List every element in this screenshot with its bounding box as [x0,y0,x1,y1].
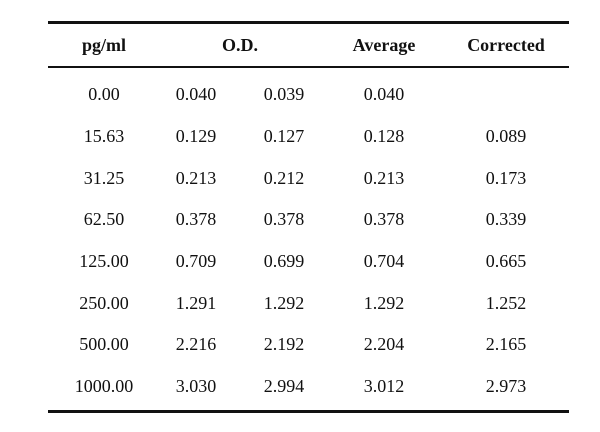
cell-average: 0.704 [363,251,405,272]
cell-od-1: 2.216 [175,334,217,355]
cell-corrected: 1.252 [485,292,527,313]
table-header-rule [48,66,569,68]
table-top-rule [48,21,569,24]
cell-corrected: 0.173 [485,167,527,188]
table-row: 125.00 0.709 0.699 0.704 0.665 [48,241,569,283]
cell-pg-ml: 31.25 [83,167,125,188]
cell-od-1: 0.040 [175,84,217,105]
cell-od-2: 1.292 [263,292,305,313]
cell-od-2: 0.039 [263,84,305,105]
table-bottom-rule [48,409,569,413]
cell-pg-ml: 1000.00 [74,376,134,397]
cell-corrected: 0.089 [485,126,527,147]
header-pg-ml: pg/ml [81,34,126,55]
table-row: 0.00 0.040 0.039 0.040 [48,74,569,116]
cell-corrected: 0.665 [485,251,527,272]
table-row: 1000.00 3.030 2.994 3.012 2.973 [48,366,569,408]
table-row: 31.25 0.213 0.212 0.213 0.173 [48,157,569,199]
table-row: 15.63 0.129 0.127 0.128 0.089 [48,116,569,158]
cell-average: 0.040 [363,84,405,105]
header-od: O.D. [222,34,258,55]
cell-pg-ml: 500.00 [79,334,129,355]
cell-od-1: 0.213 [175,167,217,188]
cell-corrected [456,74,556,116]
cell-average: 0.378 [363,209,405,230]
cell-average: 0.213 [363,167,405,188]
standard-curve-table: pg/ml O.D. Average Corrected 0.00 0.040 … [48,21,569,413]
table-row: 500.00 2.216 2.192 2.204 2.165 [48,324,569,366]
table-row: 250.00 1.291 1.292 1.292 1.252 [48,282,569,324]
cell-od-2: 0.127 [263,126,305,147]
cell-od-2: 0.378 [263,209,305,230]
table-row: 62.50 0.378 0.378 0.378 0.339 [48,199,569,241]
cell-corrected: 2.973 [485,376,527,397]
table-header-row: pg/ml O.D. Average Corrected [48,24,569,66]
cell-corrected: 0.339 [485,209,527,230]
cell-corrected: 2.165 [485,334,527,355]
cell-average: 3.012 [363,376,405,397]
cell-pg-ml: 15.63 [83,126,125,147]
cell-pg-ml: 62.50 [83,209,125,230]
cell-od-1: 1.291 [175,292,217,313]
cell-pg-ml: 125.00 [79,251,129,272]
cell-average: 2.204 [363,334,405,355]
cell-od-2: 0.699 [263,251,305,272]
cell-od-1: 0.709 [175,251,217,272]
cell-pg-ml: 0.00 [88,84,120,105]
cell-od-1: 0.378 [175,209,217,230]
cell-average: 0.128 [363,126,405,147]
cell-od-1: 3.030 [175,376,217,397]
table-body: 0.00 0.040 0.039 0.040 15.63 0.129 0.127… [48,68,569,410]
cell-od-2: 0.212 [263,167,305,188]
cell-od-2: 2.192 [263,334,305,355]
cell-od-1: 0.129 [175,126,217,147]
header-average: Average [352,34,416,55]
cell-pg-ml: 250.00 [79,292,129,313]
cell-average: 1.292 [363,292,405,313]
header-corrected: Corrected [467,34,545,55]
cell-od-2: 2.994 [263,376,305,397]
